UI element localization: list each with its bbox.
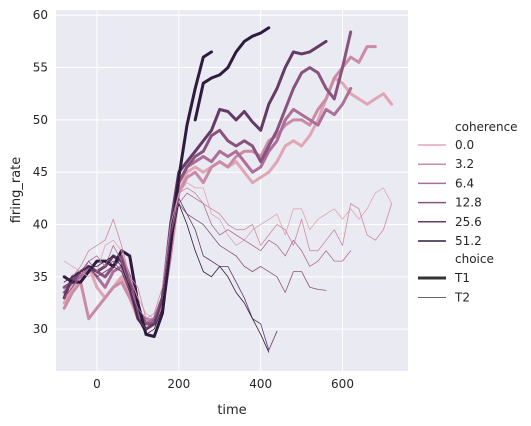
legend-hue-label: 12.8 bbox=[455, 196, 482, 210]
x-axis-label: time bbox=[217, 403, 246, 418]
legend-hue-label: 3.2 bbox=[455, 157, 474, 171]
x-tick-label: 0 bbox=[93, 377, 101, 391]
y-tick-label: 60 bbox=[33, 8, 48, 22]
series-line-51.2-T1 bbox=[193, 26, 271, 122]
y-tick-label: 45 bbox=[33, 165, 48, 179]
series-line-12.8-T2 bbox=[63, 203, 327, 330]
plot-background bbox=[56, 10, 408, 371]
series-line-25.6-T2 bbox=[63, 197, 278, 351]
series-line-51.2-T1 bbox=[62, 50, 213, 338]
series-line-0.0-T2 bbox=[63, 182, 393, 320]
series-line-6.4-T1 bbox=[62, 87, 353, 326]
series-line-3.2-T2 bbox=[63, 187, 393, 320]
x-tick-label: 200 bbox=[167, 377, 190, 391]
legend-hue-label: 25.6 bbox=[455, 215, 482, 229]
series-line-6.4-T2 bbox=[63, 192, 352, 320]
legend: coherence choice 0.0 3.2 6.4 12.8 25.6 51.2 T1… bbox=[418, 120, 518, 305]
x-tick-label: 400 bbox=[249, 377, 272, 391]
x-tick-label: 600 bbox=[331, 377, 354, 391]
legend-hue-label: 6.4 bbox=[455, 176, 474, 190]
series-lines bbox=[62, 26, 394, 353]
y-axis-label: firing_rate bbox=[9, 157, 24, 224]
series-line-3.2-T1 bbox=[62, 45, 377, 326]
y-tick-label: 30 bbox=[33, 322, 48, 336]
tick-labels: 0 200 400 600 30 35 40 45 50 55 60 bbox=[33, 8, 354, 391]
legend-hue-title: coherence bbox=[455, 120, 518, 134]
legend-hue-label: 0.0 bbox=[455, 138, 474, 152]
legend-hue-label: 51.2 bbox=[455, 234, 482, 248]
legend-style-title: choice bbox=[455, 252, 494, 266]
legend-style-label: T2 bbox=[454, 291, 470, 305]
y-tick-label: 35 bbox=[33, 270, 48, 284]
y-tick-label: 40 bbox=[33, 218, 48, 232]
y-tick-label: 55 bbox=[33, 61, 48, 75]
series-line-51.2-T2 bbox=[63, 203, 270, 353]
series-line-12.8-T1 bbox=[62, 30, 353, 326]
legend-style-label: T1 bbox=[454, 271, 470, 285]
y-tick-label: 50 bbox=[33, 113, 48, 127]
